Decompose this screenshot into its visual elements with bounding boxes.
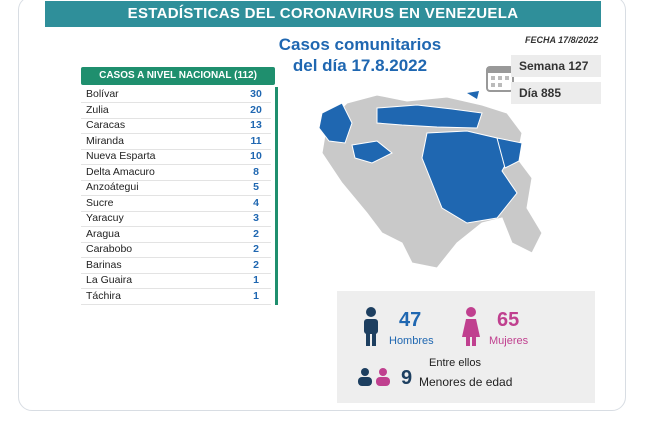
table-row: La Guaira 1 [81,273,271,289]
case-count: 3 [253,212,259,224]
case-count: 2 [253,243,259,255]
table-row: Bolívar 30 [81,87,271,103]
state-name: Sucre [86,196,114,209]
table-row: Anzoátegui 5 [81,180,271,196]
among-label: Entre ellos [429,357,481,369]
case-count: 2 [253,227,259,240]
men-label: Hombres [389,335,434,347]
subtitle: del día 17.8.2022 [292,56,428,75]
calendar-icon [486,66,514,92]
man-icon [364,307,378,346]
table-row: Táchira 1 [81,289,271,305]
card: ESTADÍSTICAS DEL CORONAVIRUS EN VENEZUEL… [18,0,626,411]
state-name: Caracas [86,119,126,131]
woman-icon [462,307,480,346]
case-count: 1 [253,289,259,302]
case-count: 2 [253,258,259,271]
state-name: Yaracuy [86,212,124,224]
minors-count: 9 [401,367,413,389]
table-row: Delta Amacuro 8 [81,165,271,181]
table-row: Carabobo 2 [81,242,271,258]
subtitle: Casos comunitarios [278,35,442,54]
table-row: Yaracuy 3 [81,211,271,227]
state-name: Táchira [86,289,122,302]
minors-label: Menores de edad [419,375,513,389]
state-name: Bolívar [86,88,119,100]
title: ESTADÍSTICAS DEL CORONAVIRUS EN VENEZUEL… [127,5,519,22]
summary-panel: 47 Hombres 65 Mujeres Entre ellos 9 Meno… [337,291,595,403]
table: Bolívar 30 Zulia 20 Caracas 13 Miranda 11 Nueva … [81,87,278,305]
week: Semana 127 [511,55,601,77]
state-name: Nueva Esparta [86,150,156,162]
case-count: 11 [250,134,262,147]
case-count: 13 [250,119,262,131]
map [318,91,543,269]
table-row: Sucre 4 [81,196,271,212]
day: Día 885 [511,82,601,104]
women-label: Mujeres [489,335,529,347]
table-row: Barinas 2 [81,258,271,274]
table-row: Miranda 11 [81,134,271,150]
case-count: 1 [253,274,259,286]
case-count: 8 [253,165,259,178]
banner [45,1,601,27]
men-count: 47 [399,309,422,331]
date: FECHA 17/8/2022 [525,35,599,45]
case-count: 5 [253,181,259,193]
case-count: 10 [250,150,262,162]
state-name: Miranda [86,134,124,147]
state-name: Anzoátegui [86,181,139,193]
state-name: Carabobo [86,243,133,255]
table-row: Aragua 2 [81,227,271,243]
state-name: Delta Amacuro [86,165,155,178]
table-row: Zulia 20 [81,103,271,119]
infographic: ESTADÍSTICAS DEL CORONAVIRUS EN VENEZUEL… [45,1,601,407]
table-row: Caracas 13 [81,118,271,134]
table-title: CASOS A NIVEL NACIONAL (112) [81,67,275,85]
women-count: 65 [497,309,520,331]
state-name: Aragua [86,227,120,240]
state-name: Barinas [86,258,122,271]
case-count: 20 [250,103,262,116]
case-count: 4 [253,196,259,209]
minors-icon [358,368,390,386]
state-name: Zulia [86,103,109,116]
state-name: La Guaira [86,274,133,286]
case-count: 30 [250,88,262,100]
table-row: Nueva Esparta 10 [81,149,271,165]
